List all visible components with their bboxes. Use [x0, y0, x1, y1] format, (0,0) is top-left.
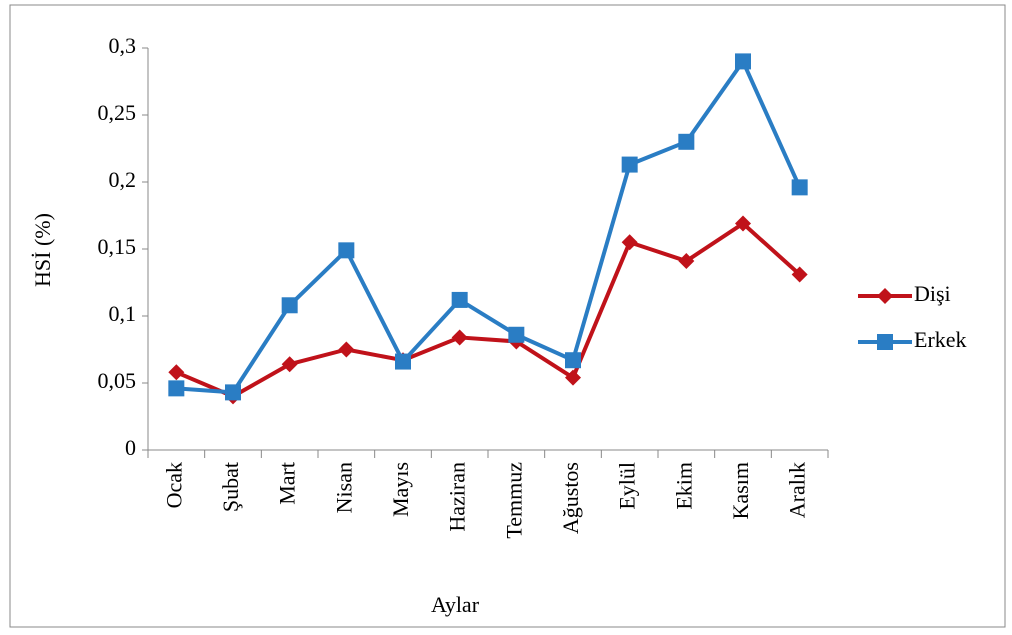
- y-tick-label: 0,1: [109, 301, 137, 326]
- x-tick-label: Ağustos: [558, 462, 583, 534]
- x-tick-label: Haziran: [445, 462, 470, 532]
- y-tick-label: 0,3: [109, 33, 137, 58]
- x-tick-label: Ocak: [161, 462, 186, 508]
- y-tick-label: 0: [125, 435, 136, 460]
- x-tick-label: Ekim: [671, 462, 696, 510]
- series-line: [175, 221, 802, 399]
- x-tick-label: Temmuz: [501, 462, 526, 539]
- y-tick-label: 0,2: [109, 167, 137, 192]
- marker: [735, 53, 751, 70]
- marker: [168, 380, 185, 397]
- x-tick-label: Nisan: [331, 462, 356, 513]
- marker: [281, 356, 298, 373]
- legend-marker: [877, 288, 893, 304]
- x-tick-label: Mart: [275, 462, 300, 505]
- x-tick-label: Kasım: [728, 462, 753, 519]
- x-axis-label: Aylar: [431, 592, 480, 617]
- x-tick-label: Eylül: [615, 462, 640, 510]
- marker: [791, 179, 808, 196]
- marker: [791, 266, 808, 283]
- legend-label: Dişi: [914, 281, 951, 306]
- marker: [735, 215, 751, 232]
- marker: [565, 352, 581, 369]
- x-tick-label: Şubat: [218, 462, 243, 512]
- legend-label: Erkek: [914, 327, 967, 352]
- marker: [338, 341, 355, 358]
- marker: [168, 364, 185, 381]
- marker: [565, 369, 581, 386]
- y-tick-label: 0,25: [98, 100, 137, 125]
- marker: [678, 253, 695, 270]
- series-line: [176, 59, 802, 395]
- marker: [678, 133, 695, 150]
- marker: [395, 353, 411, 370]
- marker: [621, 156, 638, 173]
- marker: [225, 384, 241, 401]
- y-tick-label: 0,15: [98, 234, 137, 259]
- x-tick-label: Aralık: [785, 462, 810, 518]
- y-tick-label: 0,05: [98, 368, 137, 393]
- marker: [451, 329, 468, 346]
- marker: [621, 234, 638, 251]
- x-tick-label: Mayıs: [388, 462, 413, 517]
- marker: [338, 242, 355, 259]
- marker: [451, 291, 468, 308]
- marker: [508, 326, 525, 343]
- marker: [281, 297, 298, 314]
- y-axis-label: HSİ (%): [30, 213, 55, 287]
- chart-border: [9, 4, 1006, 628]
- legend-marker: [877, 334, 893, 350]
